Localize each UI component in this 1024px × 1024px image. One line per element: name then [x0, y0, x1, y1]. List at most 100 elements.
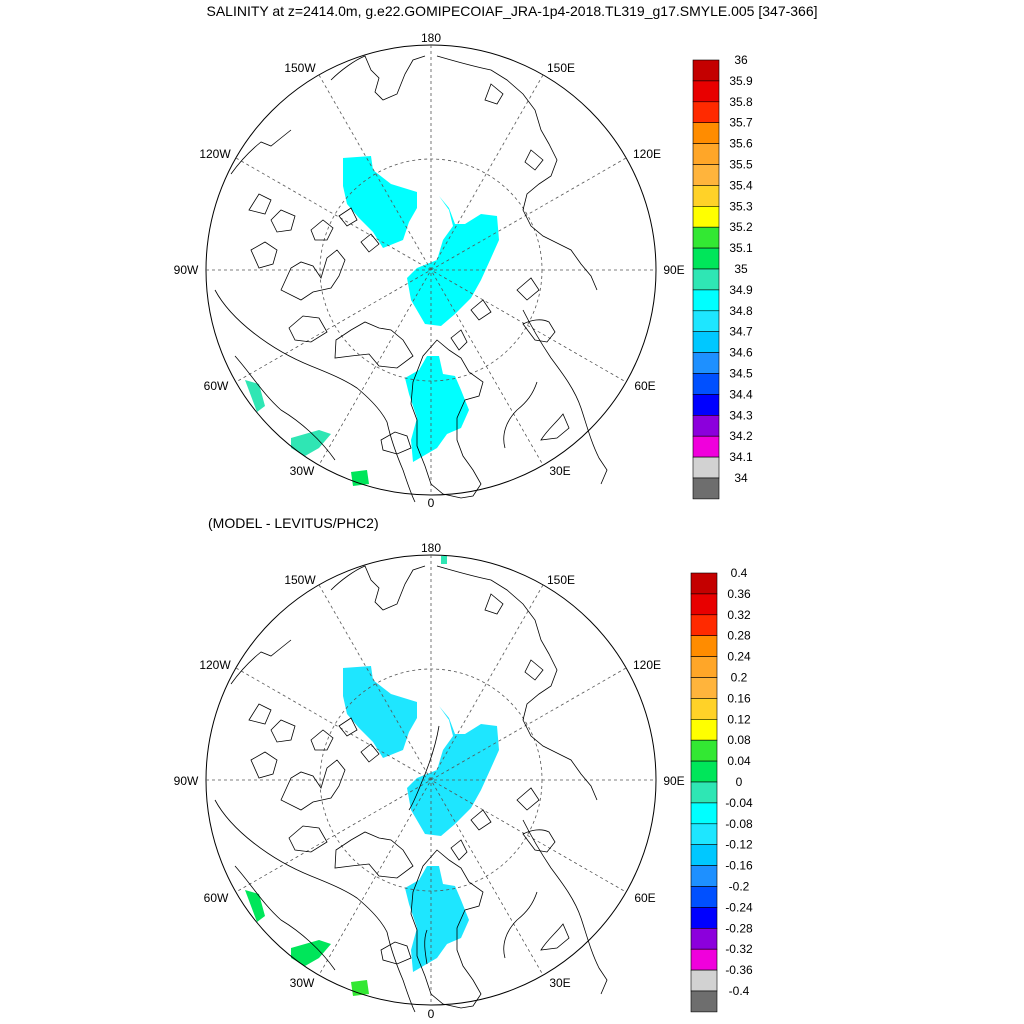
- salinity-colorbar-tick-label: 34.6: [729, 346, 753, 360]
- salinity-colorbar-swatch: [692, 373, 720, 395]
- difference-colorbar-swatch: [690, 823, 718, 845]
- salinity-colorbar-swatch: [692, 268, 720, 291]
- lon-label-60w: 60W: [204, 379, 229, 393]
- salinity-colorbar-tick-label: 36: [734, 53, 748, 67]
- salinity-colorbar-swatch: [692, 310, 720, 332]
- salinity-colorbar-swatch: [692, 185, 720, 207]
- salinity-colorbar-swatch: [692, 122, 720, 144]
- salinity-colorbar-tick-label: 34: [734, 471, 748, 485]
- lon-label-120w: 120W: [199, 658, 231, 672]
- salinity-colorbar-tick-label: 35.2: [729, 220, 753, 234]
- lon-label-150e: 150E: [547, 61, 575, 75]
- salinity-colorbar-tick-label: 34.1: [729, 450, 753, 464]
- salinity-colorbar-tick-label: 35.1: [729, 241, 753, 255]
- difference-colorbar-tick-label: 0.2: [731, 671, 748, 685]
- lon-label-30w: 30W: [290, 464, 315, 478]
- difference-colorbar-tick-label: -0.32: [725, 942, 753, 956]
- difference-colorbar-tick-label: 0: [736, 775, 743, 789]
- difference-colorbar-tick-label: -0.04: [725, 796, 753, 810]
- difference-field: [245, 556, 499, 996]
- lon-label-0: 0: [428, 496, 435, 510]
- salinity-colorbar-tick-label: 35.6: [729, 137, 753, 151]
- difference-colorbar-tick-label: 0.28: [727, 629, 751, 643]
- salinity-map: [205, 44, 657, 503]
- difference-colorbar-tick-label: -0.28: [725, 921, 753, 935]
- lon-label-90w: 90W: [174, 263, 199, 277]
- difference-colorbar-swatch: [690, 969, 718, 992]
- lon-label-180: 180: [421, 31, 441, 45]
- difference-colorbar-tick-label: -0.24: [725, 900, 753, 914]
- salinity-colorbar-swatch: [692, 352, 720, 374]
- salinity-colorbar-swatch: [692, 206, 720, 228]
- lon-label-30e: 30E: [549, 464, 570, 478]
- difference-colorbar-swatch: [690, 593, 718, 616]
- lon-label-150e: 150E: [547, 573, 575, 587]
- salinity-colorbar-tick-label: 34.4: [729, 387, 753, 401]
- salinity-colorbar-swatch: [692, 226, 720, 249]
- difference-colorbar-swatch: [690, 990, 718, 1013]
- difference-colorbar-tick-label: 0.24: [727, 650, 751, 664]
- figure-title: SALINITY at z=2414.0m, g.e22.GOMIPECOIAF…: [206, 3, 818, 19]
- difference-colorbar-tick-label: -0.2: [729, 880, 750, 894]
- lon-label-90e: 90E: [663, 263, 684, 277]
- salinity-colorbar-swatch: [692, 456, 720, 479]
- difference-colorbar-swatch: [690, 907, 718, 929]
- difference-colorbar-tick-label: -0.08: [725, 817, 753, 831]
- salinity-colorbar-swatch: [692, 164, 720, 186]
- difference-colorbar-swatch: [690, 677, 718, 699]
- difference-colorbar-swatch: [690, 739, 718, 762]
- difference-colorbar-swatch: [690, 656, 718, 678]
- difference-colorbar-tick-label: -0.12: [725, 838, 753, 852]
- lon-label-60e: 60E: [634, 891, 655, 905]
- difference-colorbar-swatch: [690, 760, 718, 783]
- difference-colorbar-swatch: [690, 802, 718, 825]
- difference-colorbar-tick-label: 0.08: [727, 733, 751, 747]
- lon-label-120w: 120W: [199, 147, 231, 161]
- lon-label-120e: 120E: [633, 658, 661, 672]
- lon-label-30w: 30W: [290, 976, 315, 990]
- lon-label-60e: 60E: [634, 379, 655, 393]
- difference-colorbar-swatch: [690, 844, 718, 866]
- salinity-colorbar-swatch: [692, 331, 720, 353]
- salinity-colorbar-tick-label: 35.3: [729, 199, 753, 213]
- longitude-labels-top: 180 0 90W 90E 150W 150E 120W 120E 60W 60…: [174, 31, 685, 510]
- salinity-colorbar-swatch: [692, 101, 720, 124]
- salinity-colorbar-tick-label: 35.7: [729, 116, 753, 130]
- difference-panel-subtitle: (MODEL - LEVITUS/PHC2): [208, 515, 379, 531]
- salinity-colorbar-swatch: [692, 247, 720, 270]
- difference-colorbar-swatch: [690, 718, 718, 741]
- salinity-colorbar-swatch: [692, 80, 720, 103]
- salinity-colorbar-swatch: [692, 435, 720, 458]
- salinity-colorbar-tick-label: 34.2: [729, 429, 753, 443]
- lon-label-150w: 150W: [284, 61, 316, 75]
- difference-colorbar-tick-label: -0.36: [725, 963, 753, 977]
- salinity-colorbar-tick-label: 35: [734, 262, 748, 276]
- difference-colorbar-tick-label: 0.4: [731, 566, 748, 580]
- lon-label-90e: 90E: [663, 774, 684, 788]
- difference-colorbar-swatch: [690, 614, 718, 636]
- difference-colorbar-tick-label: 0.04: [727, 754, 751, 768]
- lon-label-180: 180: [421, 541, 441, 555]
- lon-label-0: 0: [428, 1007, 435, 1021]
- difference-colorbar-swatch: [690, 886, 718, 908]
- salinity-colorbar-swatch: [692, 414, 720, 437]
- salinity-colorbar-tick-label: 35.8: [729, 95, 753, 109]
- lon-label-120e: 120E: [633, 147, 661, 161]
- longitude-labels-bottom: 180 0 90W 90E 150W 150E 120W 120E 60W 60…: [174, 541, 685, 1021]
- difference-colorbar: 0.4 0.36 0.32 0.28 0.24 0.2 0.16 0.12 0.08 0.04 0 -…: [690, 566, 753, 1013]
- salinity-colorbar-tick-label: 34.8: [729, 304, 753, 318]
- difference-colorbar-swatch: [690, 948, 718, 971]
- salinity-colorbar-swatch: [692, 289, 720, 312]
- salinity-colorbar-swatch: [692, 143, 720, 165]
- salinity-colorbar: 36 35.9 35.8 35.7 35.6 35.5 35.4 35.3 35.2 35.1 35…: [692, 53, 753, 500]
- salinity-difference-map: [205, 554, 657, 1013]
- difference-colorbar-tick-label: -0.16: [725, 859, 753, 873]
- difference-colorbar-swatch: [690, 781, 718, 804]
- salinity-field: [245, 156, 499, 486]
- salinity-colorbar-tick-label: 34.5: [729, 367, 753, 381]
- salinity-colorbar-swatch: [692, 59, 720, 82]
- difference-colorbar-tick-label: 0.36: [727, 587, 751, 601]
- salinity-colorbar-tick-label: 35.4: [729, 178, 753, 192]
- difference-colorbar-swatch: [690, 865, 718, 887]
- difference-colorbar-tick-label: 0.12: [727, 712, 751, 726]
